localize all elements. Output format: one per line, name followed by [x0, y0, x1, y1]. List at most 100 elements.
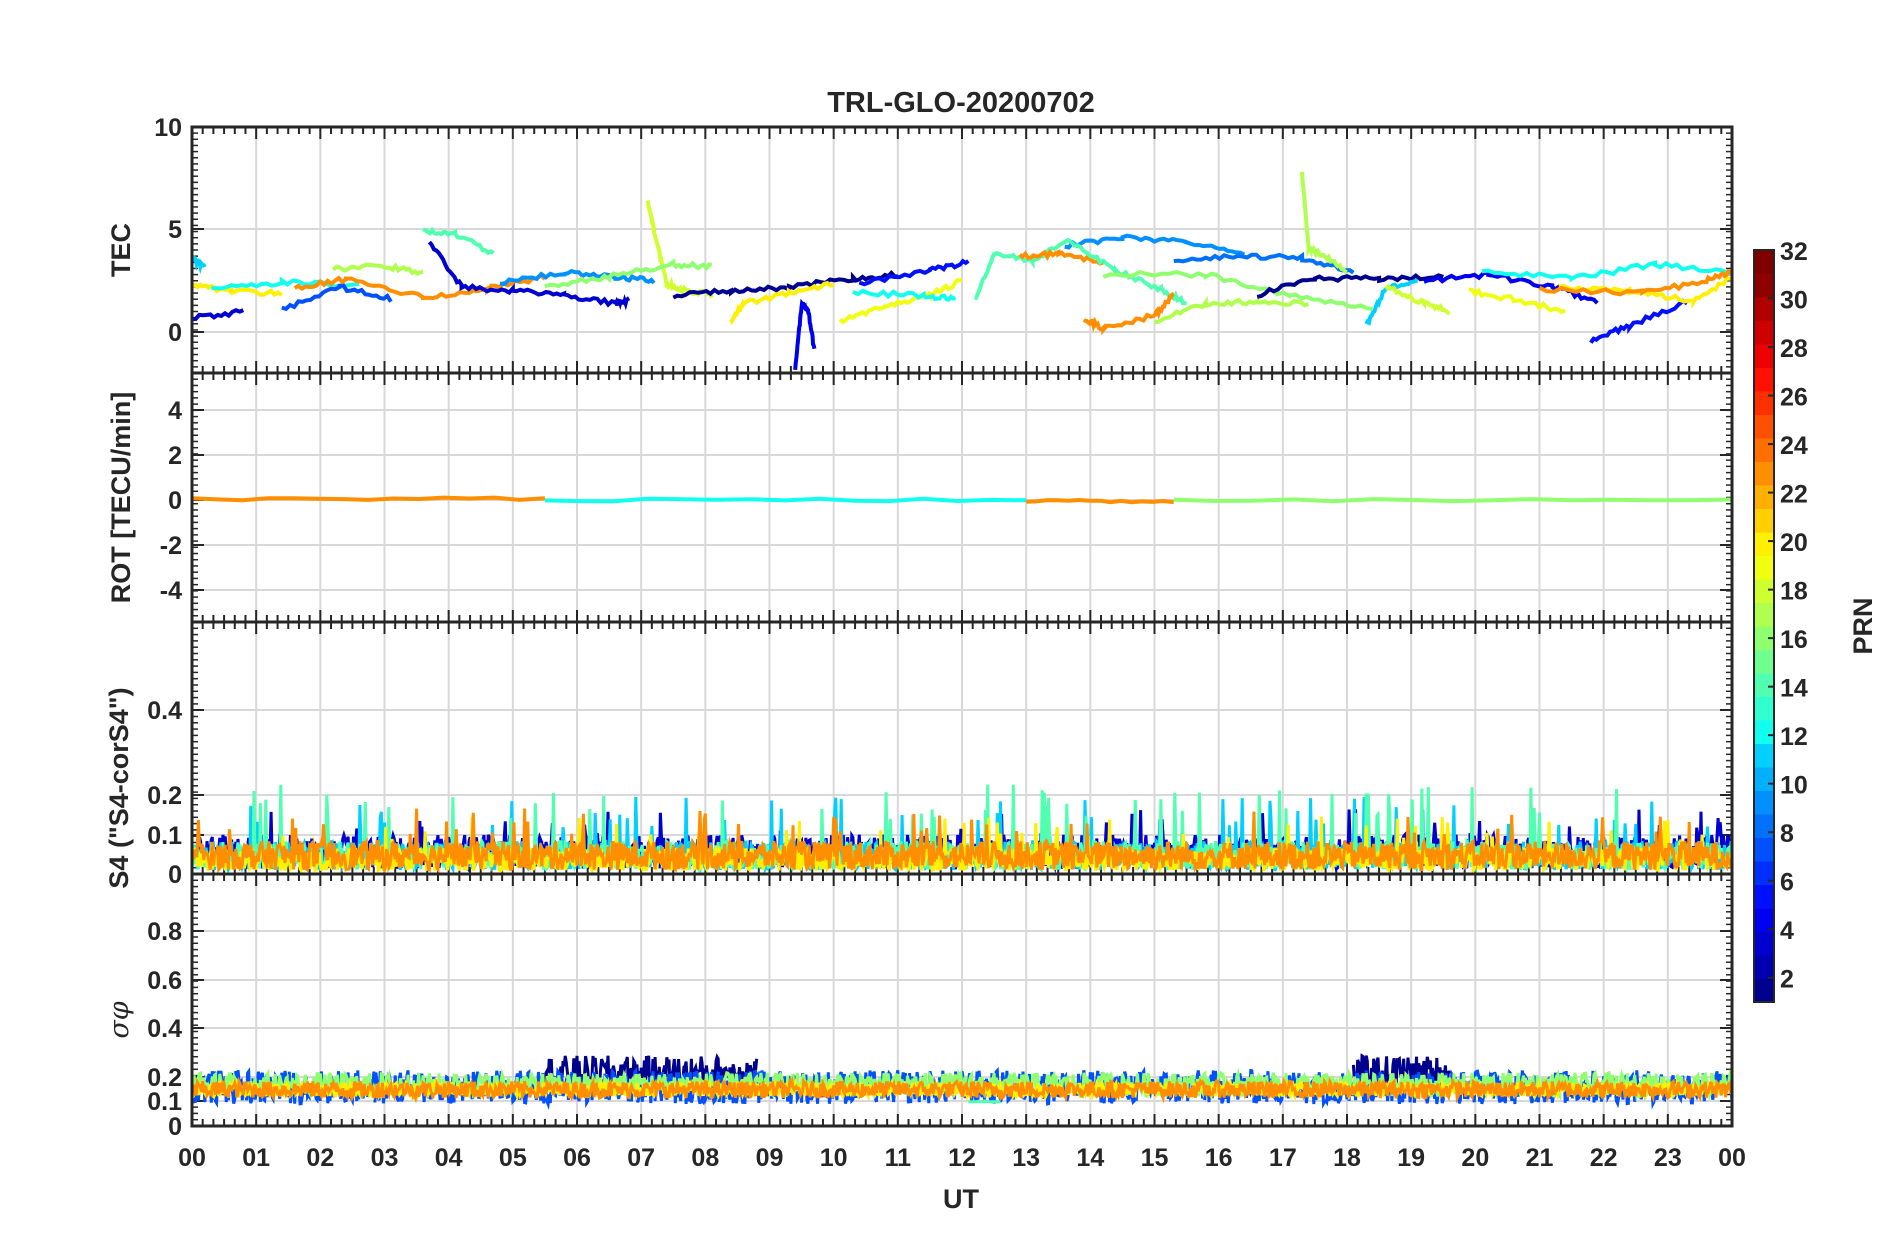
plot-area [192, 784, 1732, 874]
tec-series-prn-17 [331, 262, 424, 276]
y-tick-label: -4 [160, 577, 182, 605]
x-tick-label: 10 [820, 1144, 848, 1172]
colorbar-swatch [1754, 673, 1774, 697]
x-tick-label: 17 [1269, 1144, 1297, 1172]
colorbar-tick-label: 12 [1780, 723, 1808, 751]
tec-series-prn-16 [1173, 497, 1732, 504]
x-tick-label: 05 [499, 1144, 527, 1172]
panel-3: 0 0.1 0.2 0.4 S4 ("S4-corS4") [104, 620, 1734, 889]
colorbar-swatch [1754, 438, 1774, 462]
x-tick-label: 04 [435, 1144, 463, 1172]
x-tick-label: 00 [1718, 1144, 1746, 1172]
colorbar-frame [1753, 249, 1775, 1003]
y-tick-label: 0 [168, 861, 182, 889]
panel-4: 00.10.2 0.4 0.6 0.8 σφ [104, 872, 1734, 1141]
tec-series-prn-19 [838, 278, 963, 325]
colorbar-tick-label: 22 [1780, 481, 1808, 509]
y-tick-label: 0.2 [147, 782, 182, 810]
colorbar-swatch [1754, 344, 1774, 368]
y-tick-label: 0.1 [147, 822, 182, 850]
colorbar-tick-label: 14 [1780, 675, 1808, 703]
colorbar-swatch [1754, 532, 1774, 556]
tec-series-prn-3 [427, 240, 631, 311]
y-tick-label: 4 [168, 397, 182, 425]
x-tick-label: 00 [178, 1144, 206, 1172]
colorbar-swatch [1754, 908, 1774, 932]
tec-series-prn-5 [1589, 298, 1689, 344]
tec-series-prn-23 [1082, 291, 1175, 336]
colorbar-swatch [1754, 602, 1774, 627]
colorbar-swatch [1754, 649, 1774, 674]
tec-series-prn-15 [974, 237, 1073, 301]
x-tick-label: 21 [1526, 1144, 1554, 1172]
tec-series-prn-20 [1558, 276, 1732, 310]
tec-series-prn-23 [1018, 248, 1104, 266]
tec-series-prn-13 [1481, 260, 1732, 283]
colorbar-swatch [1754, 861, 1774, 885]
panel-2: -4 -2 0 2 4 ROT [TECU/min] [106, 371, 1734, 624]
x-tick-label: 19 [1397, 1144, 1425, 1172]
y-axis-label: TEC [106, 223, 136, 277]
y-tick-label: 0.4 [147, 1015, 182, 1043]
y-tick-label: 0 [168, 487, 182, 515]
tec-series-prn-15 [422, 226, 495, 256]
colorbar-tick-label: 2 [1780, 966, 1794, 994]
y-axis-label: σφ [104, 1001, 135, 1038]
tec-series-prn-9 [1064, 233, 1246, 257]
y-axis-label: ROT [TECU/min] [106, 392, 136, 603]
y-tick-label: 10 [154, 114, 182, 142]
x-tick-label: 11 [885, 1144, 912, 1172]
colorbar-swatch [1754, 955, 1774, 979]
tec-series-prn-20 [192, 282, 283, 298]
x-tick-label: 16 [1205, 1144, 1233, 1172]
colorbar-tick-label: 20 [1780, 529, 1808, 557]
colorbar-swatch [1754, 320, 1774, 345]
colorbar-swatch [1754, 767, 1774, 791]
colorbar-swatch [1754, 790, 1774, 815]
colorbar-swatch [1754, 508, 1774, 533]
y-tick-label: 0.1 [147, 1088, 182, 1116]
x-tick-label: 03 [371, 1144, 399, 1172]
tec-series-prn-13 [544, 496, 1027, 504]
colorbar-swatch [1754, 579, 1774, 603]
tec-series-prn-17 [1300, 171, 1348, 275]
y-tick-label: 0.6 [147, 967, 182, 995]
colorbar-tick-label: 28 [1780, 335, 1808, 363]
x-tick-label: 02 [306, 1144, 334, 1172]
tec-series-prn-17 [1154, 295, 1310, 325]
x-tick-label: 09 [756, 1144, 784, 1172]
y-tick-label: 0 [168, 1113, 182, 1141]
colorbar-swatch [1754, 931, 1774, 956]
colorbar-swatch [1754, 626, 1774, 650]
colorbar-tick-label: 8 [1780, 820, 1794, 848]
x-tick-label: 18 [1333, 1144, 1361, 1172]
tec-series-prn-1 [672, 270, 898, 300]
tec-series-prn-19 [1468, 287, 1566, 315]
colorbar-swatch [1754, 743, 1774, 768]
sigma-phi-series-prn-23 [192, 1075, 1732, 1104]
tec-series-prn-18 [1384, 283, 1451, 316]
colorbar-swatch [1754, 414, 1774, 439]
colorbar-swatch [1754, 837, 1774, 862]
x-tick-label: 23 [1654, 1144, 1682, 1172]
x-tick-label: 22 [1590, 1144, 1618, 1172]
tec-series-prn-23 [1026, 497, 1175, 505]
y-tick-label: 0 [168, 319, 182, 347]
x-axis-label: UT [943, 1184, 979, 1214]
tec-series-prn-4 [1423, 270, 1599, 305]
colorbar-tick-label: 4 [1780, 917, 1794, 945]
plot-area [192, 171, 1732, 371]
colorbar-swatch [1754, 720, 1774, 744]
colorbar-swatch [1754, 485, 1774, 509]
colorbar-swatch [1754, 884, 1774, 909]
chart-title: TRL-GLO-20200702 [827, 87, 1095, 119]
colorbar-swatch [1754, 391, 1774, 415]
tec-series-prn-20 [729, 280, 835, 326]
tec-series-prn-4 [793, 298, 817, 371]
x-tick-label: 01 [242, 1144, 270, 1172]
tec-series-prn-16 [544, 258, 712, 289]
x-tick-label: 15 [1141, 1144, 1169, 1172]
colorbar-tick-label: 10 [1780, 772, 1808, 800]
